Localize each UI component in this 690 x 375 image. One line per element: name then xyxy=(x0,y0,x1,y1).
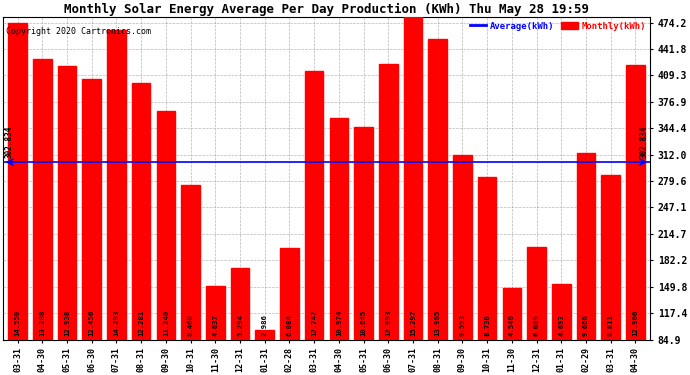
Bar xyxy=(181,184,200,375)
Text: 10.974: 10.974 xyxy=(336,309,342,336)
Bar xyxy=(527,248,546,375)
Text: 302.834: 302.834 xyxy=(4,126,14,158)
Text: 302.834: 302.834 xyxy=(640,126,649,158)
Bar xyxy=(107,30,126,375)
Text: 12.966: 12.966 xyxy=(632,309,638,336)
Bar xyxy=(478,177,496,375)
Bar xyxy=(280,248,299,375)
Bar xyxy=(305,71,324,375)
Text: 13.208: 13.208 xyxy=(39,309,46,336)
Text: 12.456: 12.456 xyxy=(89,309,95,336)
Text: 6.084: 6.084 xyxy=(286,314,293,336)
Bar xyxy=(354,127,373,375)
Bar xyxy=(132,83,150,375)
Text: 10.645: 10.645 xyxy=(361,309,366,336)
Bar xyxy=(428,39,447,375)
Text: 9.593: 9.593 xyxy=(460,314,465,336)
Text: 8.730: 8.730 xyxy=(484,314,490,336)
Text: 2.986: 2.986 xyxy=(262,314,268,336)
Text: 12.938: 12.938 xyxy=(64,309,70,336)
Text: 12.281: 12.281 xyxy=(138,309,144,336)
Bar xyxy=(577,153,595,375)
Text: 6.089: 6.089 xyxy=(533,314,540,336)
Text: 14.550: 14.550 xyxy=(14,309,21,336)
Bar xyxy=(157,111,175,375)
Title: Monthly Solar Energy Average Per Day Production (KWh) Thu May 28 19:59: Monthly Solar Energy Average Per Day Pro… xyxy=(64,3,589,16)
Text: 4.637: 4.637 xyxy=(213,314,218,336)
Bar xyxy=(58,66,77,375)
Text: 8.460: 8.460 xyxy=(188,314,194,336)
Legend: Average(kWh), Monthly(kWh): Average(kWh), Monthly(kWh) xyxy=(470,21,646,30)
Text: 13.965: 13.965 xyxy=(435,309,441,336)
Bar xyxy=(83,79,101,375)
Bar xyxy=(206,286,224,375)
Text: 8.811: 8.811 xyxy=(608,314,613,336)
Text: 4.546: 4.546 xyxy=(509,314,515,336)
Text: 4.693: 4.693 xyxy=(558,314,564,336)
Bar xyxy=(626,65,644,375)
Text: 15.297: 15.297 xyxy=(410,309,416,336)
Text: Copyright 2020 Cartronics.com: Copyright 2020 Cartronics.com xyxy=(6,27,151,36)
Text: 12.747: 12.747 xyxy=(311,309,317,336)
Bar xyxy=(502,288,521,375)
Bar xyxy=(33,59,52,375)
Bar xyxy=(453,154,472,375)
Bar xyxy=(330,118,348,375)
Bar xyxy=(255,330,274,375)
Bar xyxy=(552,284,571,375)
Text: 11.240: 11.240 xyxy=(163,309,169,336)
Text: 9.666: 9.666 xyxy=(583,314,589,336)
Bar xyxy=(379,64,397,375)
Text: 12.993: 12.993 xyxy=(385,309,391,336)
Bar xyxy=(404,3,422,375)
Text: 5.294: 5.294 xyxy=(237,314,243,336)
Bar xyxy=(230,268,249,375)
Bar xyxy=(602,175,620,375)
Bar xyxy=(8,23,27,375)
Text: 14.293: 14.293 xyxy=(113,309,119,336)
